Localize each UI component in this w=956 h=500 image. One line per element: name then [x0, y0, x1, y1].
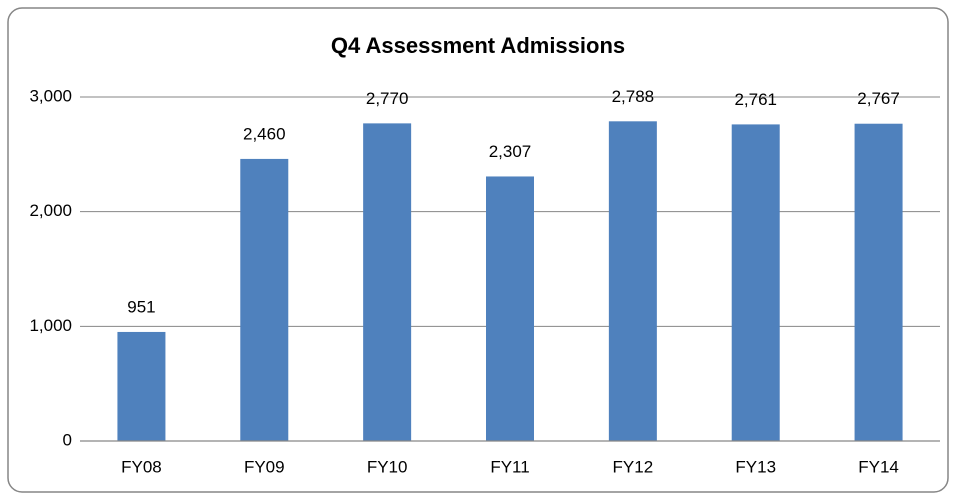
- bar: [240, 158, 289, 442]
- x-tick-label: FY11: [490, 457, 529, 476]
- x-tick-label: FY14: [858, 457, 899, 476]
- x-tick-label: FY10: [367, 457, 408, 476]
- value-label: 2,767: [857, 89, 900, 108]
- bar: [731, 124, 780, 441]
- x-tick-label: FY13: [735, 457, 776, 476]
- bar: [117, 331, 166, 441]
- bar: [854, 123, 903, 441]
- chart-title: Q4 Assessment Admissions: [331, 33, 625, 58]
- bar: [608, 121, 657, 442]
- y-tick-label: 0: [63, 430, 72, 449]
- value-label: 2,770: [366, 89, 409, 108]
- y-tick-label: 2,000: [29, 201, 72, 220]
- value-label: 2,788: [612, 87, 655, 106]
- x-tick-label: FY12: [613, 457, 654, 476]
- x-tick-label: FY08: [121, 457, 162, 476]
- value-label: 2,460: [243, 124, 286, 143]
- y-tick-label: 1,000: [29, 316, 72, 335]
- y-tick-label: 3,000: [29, 86, 72, 105]
- value-label: 2,761: [734, 90, 777, 109]
- value-label: 951: [127, 297, 155, 316]
- bar: [486, 176, 534, 442]
- x-tick-label: FY09: [244, 457, 285, 476]
- bar: [363, 123, 412, 441]
- value-label: 2,307: [489, 142, 532, 161]
